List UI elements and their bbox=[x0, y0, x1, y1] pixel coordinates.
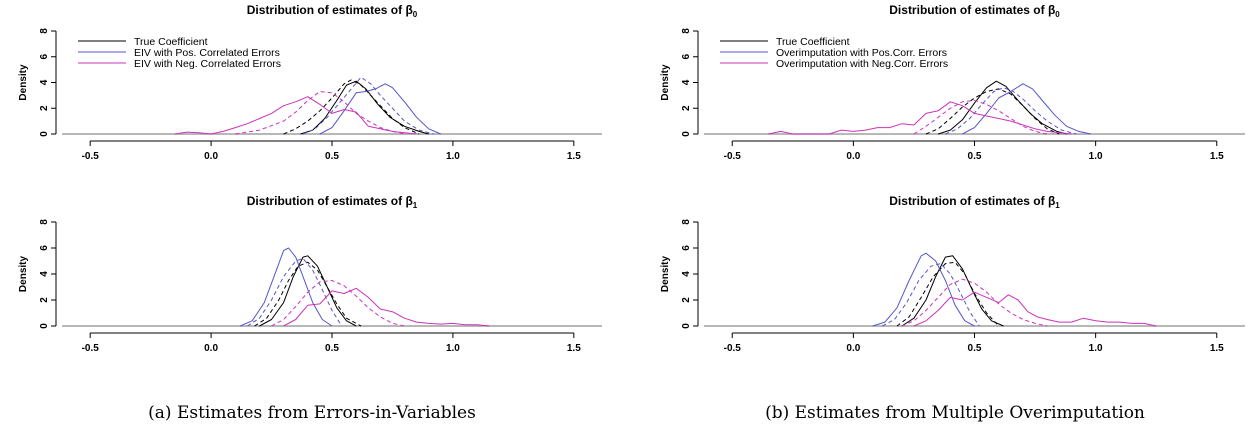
y-tick-label: 6 bbox=[39, 245, 50, 251]
series-line-neg-solid bbox=[913, 291, 1157, 327]
x-tick-label: 0.0 bbox=[204, 151, 218, 162]
x-tick-label: -0.5 bbox=[724, 151, 742, 162]
legend-label: EIV with Pos. Correlated Errors bbox=[134, 47, 280, 59]
series-line-pos-dashed bbox=[247, 257, 343, 327]
y-tick-label: 8 bbox=[39, 219, 50, 225]
y-tick-label: 8 bbox=[681, 219, 692, 225]
series-line-true-solid bbox=[938, 80, 1067, 135]
y-tick-label: 8 bbox=[39, 28, 50, 34]
x-tick-label: 0.0 bbox=[204, 343, 218, 354]
series-line-true-dashed bbox=[254, 261, 362, 327]
y-tick-label: 2 bbox=[39, 105, 50, 111]
chart-title: Distribution of estimates of β0 bbox=[247, 3, 418, 19]
chart-panel-2: Distribution of estimates of β1 0 2 4 6 8 Dens… bbox=[18, 194, 602, 354]
y-tick-label: 4 bbox=[39, 79, 50, 85]
series-line-neg-dashed bbox=[271, 280, 405, 327]
x-tick-label: 1.5 bbox=[567, 151, 581, 162]
series-line-neg-solid bbox=[283, 287, 490, 327]
y-tick-label: 4 bbox=[681, 271, 692, 277]
y-tick-label: 0 bbox=[39, 131, 50, 137]
x-tick-label: 1.0 bbox=[446, 151, 460, 162]
series-line-true-dashed bbox=[283, 79, 420, 135]
x-tick-label: 0.0 bbox=[846, 343, 860, 354]
legend-label: True Coefficient bbox=[776, 36, 850, 48]
series-line-true-dashed bbox=[925, 88, 1060, 135]
legend-label: Overimputation with Neg.Corr. Errors bbox=[776, 58, 948, 70]
series-line-true-solid bbox=[901, 255, 1004, 327]
x-tick-label: 1.5 bbox=[567, 343, 581, 354]
series-line-neg-dashed bbox=[901, 278, 1048, 327]
legend-label: EIV with Neg. Correlated Errors bbox=[134, 58, 281, 70]
y-tick-label: 2 bbox=[39, 297, 50, 303]
y-tick-label: 6 bbox=[681, 245, 692, 251]
chart-panel-4: Distribution of estimates of β1 0 2 4 6 8 Dens… bbox=[660, 194, 1245, 354]
y-tick-label: 0 bbox=[681, 131, 692, 137]
series-line-pos-dashed bbox=[945, 87, 1077, 135]
x-tick-label: 1.5 bbox=[1210, 151, 1224, 162]
y-tick-label: 2 bbox=[681, 297, 692, 303]
x-tick-label: 0.5 bbox=[325, 343, 339, 354]
series-line-neg-solid bbox=[768, 101, 1072, 135]
chart-title: Distribution of estimates of β1 bbox=[889, 194, 1060, 210]
series-line-true-dashed bbox=[896, 261, 1000, 327]
series-line-pos-solid bbox=[872, 252, 975, 327]
legend-label: True Coefficient bbox=[134, 36, 208, 48]
y-axis-label: Density bbox=[18, 256, 29, 293]
x-tick-label: 1.0 bbox=[446, 343, 460, 354]
series-line-neg-dashed bbox=[913, 100, 1048, 135]
x-tick-label: -0.5 bbox=[724, 343, 742, 354]
y-tick-label: 8 bbox=[681, 28, 692, 34]
series-line-neg-solid bbox=[174, 96, 417, 135]
chart-title: Distribution of estimates of β1 bbox=[247, 194, 418, 210]
y-tick-label: 6 bbox=[681, 54, 692, 60]
x-tick-label: 0.0 bbox=[846, 151, 860, 162]
series-line-pos-dashed bbox=[882, 263, 980, 327]
chart-title: Distribution of estimates of β0 bbox=[889, 3, 1060, 19]
y-tick-label: 4 bbox=[681, 79, 692, 85]
y-tick-label: 0 bbox=[681, 323, 692, 329]
y-axis-label: Density bbox=[660, 256, 671, 293]
caption-a: (a) Estimates from Errors-in-Variables bbox=[148, 403, 476, 423]
legend-label: Overimputation with Pos.Corr. Errors bbox=[776, 47, 947, 59]
series-line-pos-solid bbox=[239, 247, 333, 327]
y-tick-label: 6 bbox=[39, 54, 50, 60]
y-axis-label: Density bbox=[660, 64, 671, 101]
x-tick-label: 1.5 bbox=[1210, 343, 1224, 354]
series-line-pos-dashed bbox=[302, 76, 434, 135]
y-tick-label: 2 bbox=[681, 105, 692, 111]
x-tick-label: 0.5 bbox=[968, 151, 982, 162]
chart-panels: Distribution of estimates of β0 0 2 4 6 8 Dens… bbox=[18, 3, 1245, 354]
x-tick-label: 0.5 bbox=[325, 151, 339, 162]
x-tick-label: -0.5 bbox=[82, 343, 100, 354]
caption-b: (b) Estimates from Multiple Overimputati… bbox=[765, 403, 1145, 423]
chart-panel-1: Distribution of estimates of β0 0 2 4 6 8 Dens… bbox=[18, 3, 602, 162]
y-axis-label: Density bbox=[18, 64, 29, 101]
series-line-pos-solid bbox=[319, 83, 441, 135]
y-tick-label: 0 bbox=[39, 323, 50, 329]
x-tick-label: 0.5 bbox=[968, 343, 982, 354]
series-line-true-solid bbox=[259, 255, 357, 327]
y-tick-label: 4 bbox=[39, 271, 50, 277]
x-tick-label: -0.5 bbox=[82, 151, 100, 162]
x-tick-label: 1.0 bbox=[1089, 151, 1103, 162]
x-tick-label: 1.0 bbox=[1089, 343, 1103, 354]
series-line-neg-dashed bbox=[235, 91, 405, 135]
chart-panel-3: Distribution of estimates of β0 0 2 4 6 8 Dens… bbox=[660, 3, 1245, 162]
